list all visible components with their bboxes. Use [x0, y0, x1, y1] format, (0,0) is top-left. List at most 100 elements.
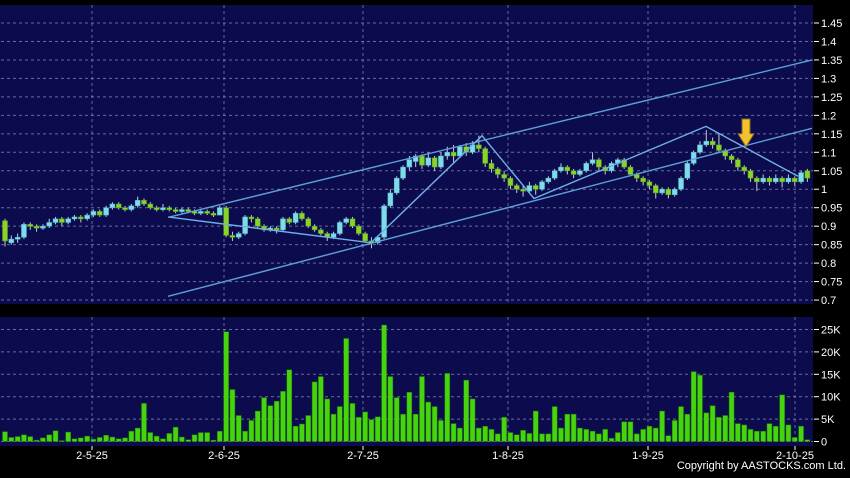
candle-up	[330, 233, 337, 238]
candle-down	[646, 181, 653, 186]
volume-bar	[292, 426, 299, 442]
volume-bar	[223, 331, 229, 442]
volume-bar	[684, 413, 691, 442]
candle-up	[798, 172, 804, 183]
candle-down	[564, 166, 571, 172]
volume-bar	[33, 439, 40, 442]
date-axis-label: 2-7-25	[347, 450, 379, 462]
volume-bar	[153, 435, 160, 442]
volume-bar	[690, 371, 697, 442]
volume-bar	[78, 437, 84, 442]
volume-bar	[305, 415, 312, 442]
volume-bar	[570, 413, 577, 442]
volume-bar	[46, 434, 52, 442]
volume-bar	[760, 430, 766, 442]
volume-bar	[191, 434, 198, 442]
down-arrow-icon	[737, 118, 755, 148]
volume-bar	[703, 412, 710, 442]
candle-down	[488, 163, 495, 170]
volume-bar	[495, 433, 501, 442]
volume-bar	[659, 410, 665, 442]
volume-bar	[438, 420, 444, 442]
candle-up	[52, 218, 59, 223]
volume-bar	[84, 435, 90, 442]
candle-down	[27, 224, 34, 227]
volume-bar	[779, 394, 785, 442]
candle-up	[46, 222, 52, 227]
volume-bar	[697, 374, 703, 442]
volume-bar	[539, 433, 545, 442]
candle-down	[248, 216, 255, 220]
volume-bar	[564, 413, 571, 442]
lower-channel-trendline	[167, 127, 813, 298]
price-axis: 1.45 1.4 1.35 1.3 1.25 1.2 1.15 1.1 1.05 1 0.95 0.9…	[814, 18, 842, 307]
volume-bar	[198, 432, 204, 442]
date-axis-label: 2-10-25	[776, 450, 814, 462]
candle-down	[153, 207, 160, 210]
candle-down	[450, 152, 457, 157]
candle-down	[273, 227, 280, 231]
volume-bar	[97, 437, 103, 442]
volume-bar	[766, 423, 773, 442]
candle-down	[356, 225, 362, 234]
volume-axis-label: 15K	[821, 369, 841, 381]
volume-bar	[387, 376, 394, 442]
volume-bar	[147, 432, 154, 442]
candle-down	[495, 168, 501, 175]
candle-down	[261, 225, 267, 231]
volume-bar	[356, 417, 362, 442]
candle-down	[33, 225, 40, 229]
candle-up	[90, 211, 97, 216]
volume-bar	[450, 423, 457, 442]
candle-down	[716, 144, 722, 151]
candle-down	[147, 203, 154, 208]
volume-bar	[419, 376, 425, 442]
candle-down	[463, 146, 469, 153]
volume-bar	[52, 430, 59, 442]
volume-axis-label: 20K	[821, 347, 841, 359]
candle-down	[122, 207, 128, 210]
volume-bar	[21, 434, 27, 442]
gridlines	[1, 5, 813, 442]
candle-down	[804, 170, 811, 179]
volume-bar	[115, 438, 122, 442]
candle-up	[438, 155, 444, 168]
volume-bar	[406, 391, 413, 442]
volume-bar	[59, 440, 65, 442]
volume-bar	[381, 324, 387, 442]
volume-bar	[248, 420, 255, 442]
candle-down	[754, 177, 760, 183]
candle-down	[792, 177, 798, 183]
candle-down	[172, 209, 179, 212]
candle-down	[185, 209, 191, 212]
volume-axis-label: 10K	[821, 392, 841, 404]
volume-bar	[128, 430, 135, 442]
price-candles	[2, 130, 811, 249]
volume-axis-label: 5K	[821, 414, 835, 426]
candle-down	[728, 155, 735, 160]
volume-bar	[722, 415, 729, 442]
volume-bar	[412, 413, 419, 442]
volume-bar	[185, 439, 191, 442]
candle-down	[747, 170, 754, 179]
price-axis-label: 1.35	[821, 55, 842, 67]
volume-bar	[172, 426, 179, 442]
volume-bar	[141, 403, 147, 442]
candle-down	[627, 166, 634, 175]
volume-bar	[286, 369, 293, 442]
candle-up	[785, 177, 792, 183]
candle-up	[678, 177, 684, 190]
volume-bar	[792, 437, 798, 442]
candle-down	[476, 144, 482, 149]
volume-bar	[709, 405, 716, 442]
volume-bar	[545, 433, 552, 442]
candle-up	[583, 163, 590, 172]
volume-bar	[134, 427, 141, 442]
volume-bar	[242, 430, 248, 442]
volume-bar	[65, 431, 71, 442]
volume-bar	[646, 426, 653, 442]
volume-bar	[236, 415, 242, 442]
price-axis-label: 1.4	[821, 36, 836, 48]
candle-down	[665, 188, 672, 196]
volume-bar	[160, 438, 166, 442]
